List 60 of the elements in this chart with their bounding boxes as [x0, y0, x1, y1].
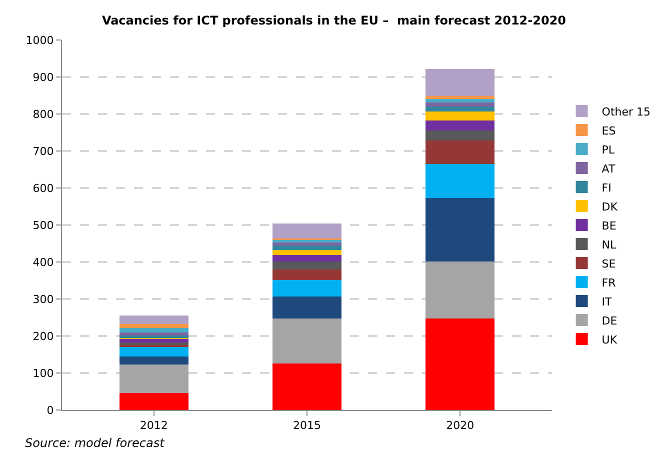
x-tick-label: 2020: [446, 419, 474, 432]
legend-label: ES: [602, 124, 616, 138]
bar: [426, 68, 495, 96]
bar: [119, 328, 188, 333]
y-tick-label: 1000: [26, 34, 54, 47]
bar: [119, 324, 188, 328]
source-note: Source: model forecast: [25, 436, 166, 450]
bar: [119, 347, 188, 357]
bar: [272, 242, 342, 246]
bar: [426, 140, 495, 164]
bar: [272, 261, 342, 270]
bar: [272, 296, 342, 319]
bar: [272, 269, 342, 280]
y-tick-label: 300: [32, 292, 54, 306]
legend-label: FI: [602, 181, 612, 194]
legend-label: UK: [602, 333, 618, 346]
y-tick-label: 600: [32, 182, 54, 195]
legend-label: SE: [602, 257, 616, 270]
bar: [272, 250, 342, 255]
legend-label: DE: [602, 314, 618, 328]
y-tick-label: 900: [32, 70, 54, 84]
bar: [119, 392, 188, 410]
bar: [272, 254, 342, 262]
y-tick-label: 800: [32, 108, 54, 121]
y-tick-label: 700: [32, 144, 54, 158]
bar: [426, 130, 495, 141]
bar: [119, 316, 188, 324]
legend-label: FR: [602, 276, 616, 290]
bar: [272, 280, 342, 296]
legend-label: BE: [602, 219, 616, 232]
y-tick-label: 100: [32, 366, 54, 380]
legend-label: DK: [602, 200, 618, 214]
legend-label: NL: [602, 238, 618, 252]
bar: [272, 363, 342, 410]
bar: [426, 96, 495, 100]
bar: [426, 106, 495, 112]
legend-label: AT: [602, 162, 616, 176]
bar: [426, 318, 495, 410]
legend-label: Other 15: [602, 105, 651, 118]
bar: [426, 198, 495, 262]
x-tick-label: 2015: [293, 419, 321, 432]
bar: [119, 332, 188, 336]
bar: [426, 120, 495, 131]
bar: [426, 99, 495, 103]
y-tick-label: 200: [32, 330, 54, 343]
y-tick-label: 400: [32, 256, 54, 269]
bar: [426, 102, 495, 107]
y-tick-label: 500: [32, 218, 54, 232]
legend-label: IT: [602, 295, 612, 308]
bar: [272, 224, 342, 239]
bar: [272, 240, 342, 242]
bar: [426, 164, 495, 198]
bar: [272, 318, 342, 364]
legend-label: PL: [602, 143, 616, 156]
x-tick-label: 2012: [140, 419, 168, 432]
bar: [426, 111, 495, 120]
y-tick-label: 0: [46, 404, 54, 417]
chart-title: Vacancies for ICT professionals in the EU – main forecast 2012-2020: [102, 14, 566, 28]
bar: [272, 245, 342, 250]
bar: [119, 356, 188, 364]
